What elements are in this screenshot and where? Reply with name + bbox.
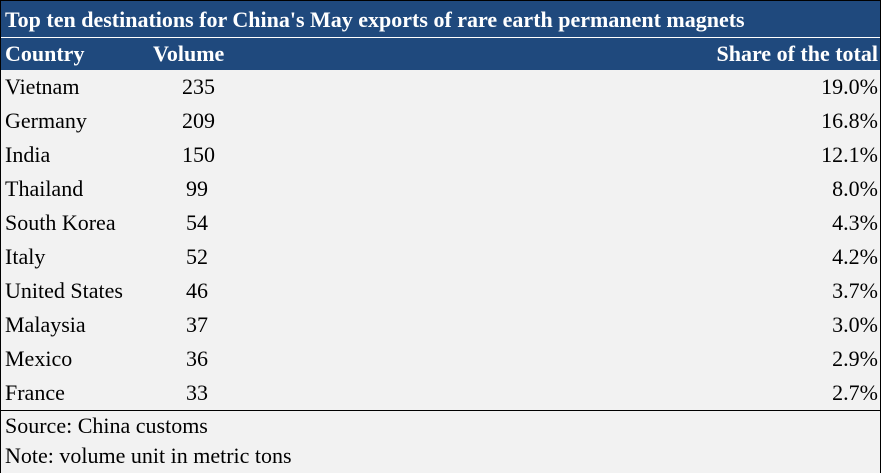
cell-share: 2.9% [832,346,878,371]
cell-volume: 52 [186,244,208,269]
cell-country: France [5,380,65,405]
cell-volume: 54 [186,210,208,235]
cell-volume: 37 [186,312,208,337]
cell-share: 16.8% [821,108,878,133]
cell-country: Vietnam [5,74,80,99]
table-row: Thailand 99 8.0% [1,172,880,206]
cell-country: Italy [5,244,46,269]
cell-country: Malaysia [5,312,86,337]
cell-volume: 46 [186,278,208,303]
table-row: Mexico 36 2.9% [1,342,880,376]
table-row: France 33 2.7% [1,376,880,410]
cell-country: Mexico [5,346,73,371]
cell-share: 3.0% [832,312,878,337]
column-header-share: Share of the total [716,41,878,66]
cell-volume: 99 [186,176,208,201]
cell-share: 12.1% [821,142,878,167]
cell-share: 2.7% [832,380,878,405]
table-row: Malaysia 37 3.0% [1,308,880,342]
table-row: Italy 52 4.2% [1,240,880,274]
table-row: India 150 12.1% [1,138,880,172]
cell-volume: 150 [182,142,215,167]
cell-share: 3.7% [832,278,878,303]
table-row: South Korea 54 4.3% [1,206,880,240]
cell-share: 19.0% [821,74,878,99]
unit-note: Note: volume unit in metric tons [5,443,292,468]
table-body: Vietnam 235 19.0% Germany 209 16.8% Indi… [1,70,880,411]
table-row: United States 46 3.7% [1,274,880,308]
cell-country: South Korea [5,210,116,235]
cell-country: Germany [5,108,87,133]
column-header-row: Country Volume Share of the total [1,38,880,70]
column-header-volume: Volume [153,41,225,66]
table-row: Germany 209 16.8% [1,104,880,138]
cell-volume: 36 [186,346,208,371]
cell-country: India [5,142,51,167]
cell-share: 4.2% [832,244,878,269]
table-row: Vietnam 235 19.0% [1,70,880,104]
cell-share: 8.0% [832,176,878,201]
cell-volume: 235 [182,74,215,99]
cell-volume: 209 [182,108,215,133]
cell-country: Thailand [5,176,84,201]
source-note: Source: China customs [5,413,208,438]
column-header-country: Country [5,41,85,66]
table-footer: Source: China customs Note: volume unit … [1,411,880,471]
table-title: Top ten destinations for China's May exp… [1,1,880,38]
cell-volume: 33 [186,380,208,405]
cell-country: United States [5,278,123,303]
cell-share: 4.3% [832,210,878,235]
